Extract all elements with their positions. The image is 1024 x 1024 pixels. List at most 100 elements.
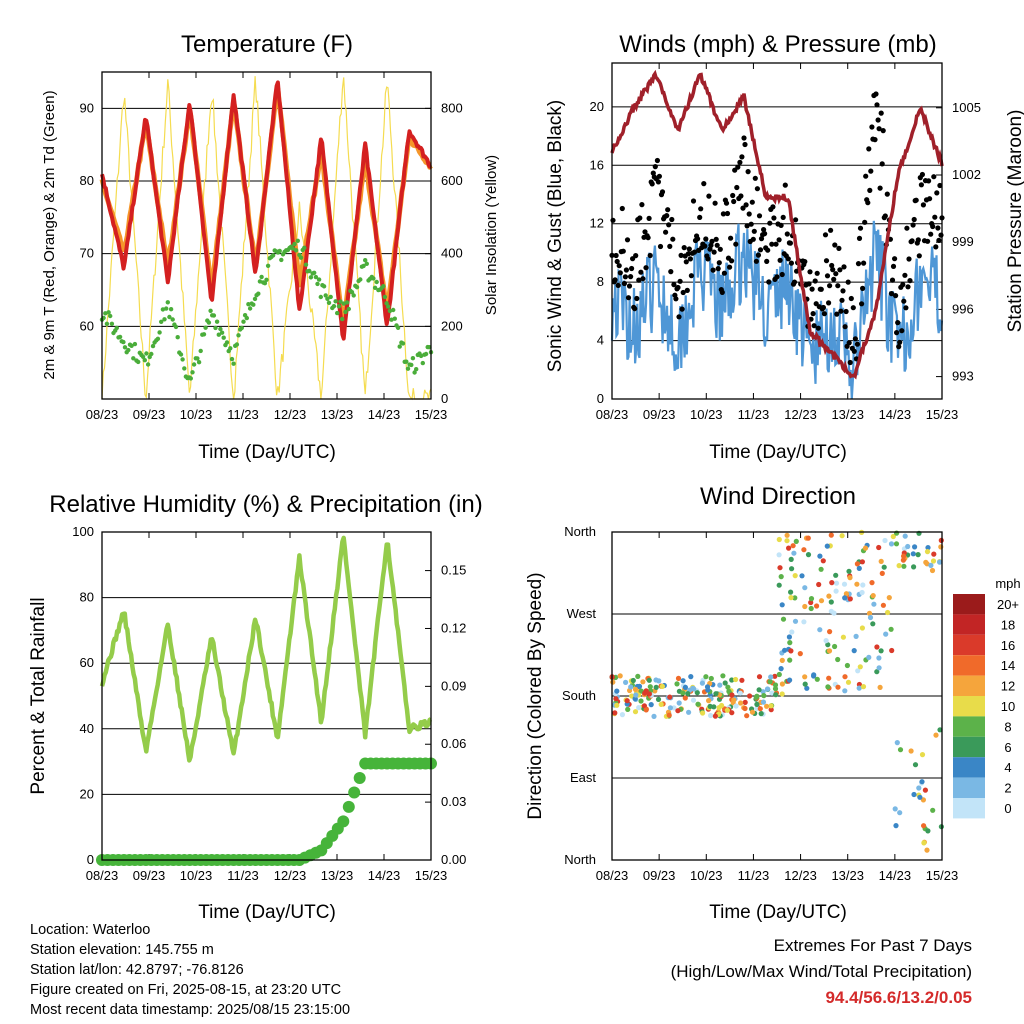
precip-point bbox=[348, 787, 360, 799]
dewpoint-point bbox=[256, 292, 260, 296]
gust-point bbox=[753, 176, 758, 181]
direction-point bbox=[708, 713, 713, 718]
latlon-text: Station lat/lon: 42.8797; -76.8126 bbox=[30, 960, 350, 980]
direction-point bbox=[916, 785, 921, 790]
x-tick-label: 11/23 bbox=[227, 868, 259, 883]
dewpoint-point bbox=[299, 256, 303, 260]
gust-point bbox=[664, 213, 669, 218]
direction-point bbox=[777, 565, 782, 570]
gust-point bbox=[904, 226, 909, 231]
direction-point bbox=[744, 713, 749, 718]
gust-point bbox=[859, 301, 864, 306]
direction-point bbox=[913, 762, 918, 767]
direction-point bbox=[909, 748, 914, 753]
wind-direction-title: Wind Direction bbox=[700, 483, 856, 510]
direction-point bbox=[897, 563, 902, 568]
direction-point bbox=[758, 706, 763, 711]
dewpoint-point bbox=[294, 248, 298, 252]
created-text: Figure created on Fri, 2025-08-15, at 23… bbox=[30, 980, 350, 1000]
dewpoint-point bbox=[192, 362, 196, 366]
direction-point bbox=[860, 582, 865, 587]
direction-point bbox=[713, 714, 718, 719]
gust-point bbox=[712, 250, 717, 255]
gust-point bbox=[656, 179, 661, 184]
dewpoint-point bbox=[189, 376, 193, 380]
solar-line bbox=[102, 76, 431, 399]
direction-point bbox=[861, 684, 866, 689]
dewpoint-point bbox=[393, 317, 397, 321]
gust-point bbox=[714, 237, 719, 242]
direction-point bbox=[799, 573, 804, 578]
gust-point bbox=[885, 192, 890, 197]
gust-point bbox=[869, 124, 874, 129]
gust-point bbox=[632, 306, 637, 311]
gust-point bbox=[717, 260, 722, 265]
dewpoint-point bbox=[236, 333, 240, 337]
gust-point bbox=[750, 200, 755, 205]
direction-point bbox=[742, 706, 747, 711]
dewpoint-point bbox=[259, 275, 263, 279]
gust-point bbox=[936, 238, 941, 243]
direction-point bbox=[668, 705, 673, 710]
gust-point bbox=[756, 253, 761, 258]
dewpoint-point bbox=[110, 322, 114, 326]
x-tick-label: 14/23 bbox=[368, 868, 401, 883]
gust-point bbox=[688, 256, 693, 261]
direction-point bbox=[801, 619, 806, 624]
dewpoint-point bbox=[302, 246, 306, 250]
y-right-tick-label: 400 bbox=[441, 246, 463, 261]
dewpoint-point bbox=[133, 342, 137, 346]
speed-legend: mph20+181614121086420 bbox=[953, 576, 1021, 818]
direction-point bbox=[780, 681, 785, 686]
dewpoint-point bbox=[199, 349, 203, 353]
direction-point bbox=[893, 806, 898, 811]
direction-point bbox=[782, 648, 787, 653]
direction-point bbox=[882, 538, 887, 543]
y-tick-label: 80 bbox=[80, 590, 94, 605]
direction-point bbox=[817, 627, 822, 632]
gust-point bbox=[702, 244, 707, 249]
direction-point bbox=[842, 674, 847, 679]
gust-point bbox=[807, 269, 812, 274]
direction-point bbox=[885, 610, 890, 615]
location-text: Location: Waterloo bbox=[30, 920, 350, 940]
direction-point bbox=[653, 677, 658, 682]
direction-point bbox=[821, 558, 826, 563]
gust-point bbox=[643, 265, 648, 270]
figure: Temperature (F) 08/23 09/23 10/23 11/23 12/2… bbox=[0, 0, 1024, 1024]
gust-point bbox=[613, 277, 618, 282]
dewpoint-point bbox=[411, 356, 415, 360]
x-tick-label: 15/23 bbox=[415, 868, 448, 883]
dewpoint-point bbox=[195, 356, 199, 360]
dewpoint-point bbox=[164, 306, 168, 310]
direction-point bbox=[925, 549, 930, 554]
dewpoint-point bbox=[271, 253, 275, 257]
dewpoint-point bbox=[315, 282, 319, 286]
direction-point bbox=[739, 678, 744, 683]
gust-point bbox=[637, 215, 642, 220]
direction-point bbox=[789, 566, 794, 571]
gust-point bbox=[625, 237, 630, 242]
gust-point bbox=[744, 202, 749, 207]
direction-point bbox=[667, 713, 672, 718]
dewpoint-point bbox=[149, 352, 153, 356]
recent-text: Most recent data timestamp: 2025/08/15 2… bbox=[30, 1000, 350, 1020]
gust-point bbox=[682, 245, 687, 250]
gust-point bbox=[785, 231, 790, 236]
winds-xlabel: Time (Day/UTC) bbox=[709, 442, 847, 463]
dewpoint-point bbox=[424, 352, 428, 356]
station-info: Location: Waterloo Station elevation: 14… bbox=[30, 920, 350, 1020]
gust-point bbox=[914, 198, 919, 203]
gust-point bbox=[865, 200, 870, 205]
direction-point bbox=[921, 840, 926, 845]
direction-point bbox=[842, 582, 847, 587]
x-tick-label: 10/23 bbox=[690, 407, 723, 422]
direction-point bbox=[787, 658, 792, 663]
gust-point bbox=[822, 311, 827, 316]
gust-point bbox=[902, 273, 907, 278]
x-tick-label: 09/23 bbox=[643, 868, 676, 883]
gust-point bbox=[703, 236, 708, 241]
direction-point bbox=[895, 740, 900, 745]
dewpoint-point bbox=[414, 367, 418, 371]
gust-point bbox=[844, 309, 849, 314]
